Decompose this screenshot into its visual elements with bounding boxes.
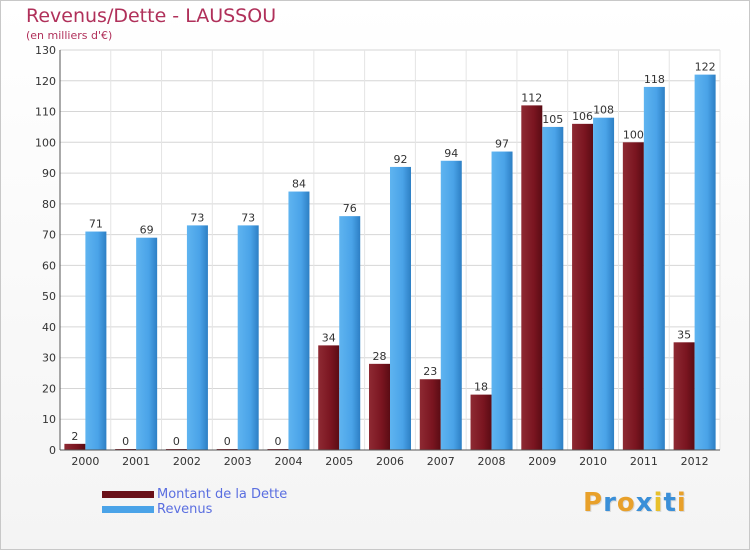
bar-debt-2011 bbox=[622, 142, 644, 451]
data-label-debt-2002: 0 bbox=[173, 435, 180, 448]
bar-revenus-2003 bbox=[237, 225, 259, 450]
x-tick-label: 2004 bbox=[274, 455, 302, 468]
data-label-debt-2010: 106 bbox=[572, 110, 593, 123]
y-tick-label: 20 bbox=[42, 382, 56, 395]
bar-revenus-2002 bbox=[186, 225, 208, 450]
chart-subtitle: (en milliers d'€) bbox=[26, 29, 113, 42]
x-tick-label: 2012 bbox=[681, 455, 709, 468]
legend-swatch-debt bbox=[102, 491, 154, 498]
proxiti-logo: Proxiti bbox=[583, 488, 687, 518]
bar-revenus-2000 bbox=[85, 231, 107, 450]
data-label-revenus-2000: 71 bbox=[89, 218, 103, 231]
bar-revenus-2010 bbox=[593, 117, 615, 450]
data-label-debt-2003: 0 bbox=[224, 435, 231, 448]
legend-label-revenus: Revenus bbox=[157, 502, 213, 517]
logo-letter: P bbox=[583, 488, 604, 518]
bar-revenus-2006 bbox=[390, 166, 411, 450]
data-label-debt-2007: 23 bbox=[423, 365, 437, 378]
legend-label-debt: Montant de la Dette bbox=[157, 487, 288, 502]
y-tick-label: 10 bbox=[42, 413, 56, 426]
legend-item-revenus: Revenus bbox=[102, 502, 287, 517]
data-label-debt-2005: 34 bbox=[322, 331, 336, 344]
data-label-revenus-2001: 69 bbox=[140, 224, 154, 237]
legend-swatch-revenus bbox=[102, 506, 154, 513]
x-tick-label: 2007 bbox=[427, 455, 455, 468]
y-tick-label: 0 bbox=[49, 444, 56, 457]
data-label-revenus-2011: 118 bbox=[644, 73, 665, 86]
data-label-revenus-2006: 92 bbox=[394, 153, 408, 166]
bar-debt-2009 bbox=[521, 105, 543, 450]
logo-letter: r bbox=[603, 488, 617, 518]
y-tick-label: 80 bbox=[42, 198, 56, 211]
bar-debt-2005 bbox=[318, 345, 340, 450]
bar-revenus-2012 bbox=[694, 74, 716, 450]
logo-letter: i bbox=[653, 488, 664, 518]
legend-item-debt: Montant de la Dette bbox=[102, 487, 287, 502]
x-tick-label: 2009 bbox=[528, 455, 556, 468]
x-tick-label: 2011 bbox=[630, 455, 658, 468]
legend: Montant de la Dette Revenus bbox=[102, 487, 287, 517]
x-tick-label: 2003 bbox=[224, 455, 252, 468]
y-tick-label: 50 bbox=[42, 290, 56, 303]
logo-letter: x bbox=[635, 488, 654, 518]
data-label-revenus-2005: 76 bbox=[343, 202, 357, 215]
bar-debt-2006 bbox=[369, 363, 390, 450]
y-tick-label: 100 bbox=[35, 136, 56, 149]
bar-revenus-2009 bbox=[542, 126, 564, 450]
data-label-debt-2001: 0 bbox=[122, 435, 129, 448]
data-label-debt-2012: 35 bbox=[677, 328, 691, 341]
chart-title: Revenus/Dette - LAUSSOU bbox=[26, 5, 277, 27]
x-tick-label: 2010 bbox=[579, 455, 607, 468]
data-label-debt-2006: 28 bbox=[373, 350, 387, 363]
data-label-revenus-2009: 105 bbox=[542, 113, 563, 126]
data-label-debt-2008: 18 bbox=[474, 381, 488, 394]
data-label-revenus-2003: 73 bbox=[241, 211, 255, 224]
bar-revenus-2007 bbox=[440, 160, 462, 450]
y-tick-label: 90 bbox=[42, 167, 56, 180]
data-label-revenus-2008: 97 bbox=[495, 138, 509, 151]
x-tick-label: 2006 bbox=[376, 455, 404, 468]
x-tick-label: 2001 bbox=[122, 455, 150, 468]
x-tick-label: 2002 bbox=[173, 455, 201, 468]
bar-debt-2010 bbox=[572, 123, 594, 450]
bar-revenus-2004 bbox=[288, 191, 310, 451]
y-tick-label: 120 bbox=[35, 75, 56, 88]
y-tick-label: 30 bbox=[42, 352, 56, 365]
x-tick-label: 2008 bbox=[478, 455, 506, 468]
y-tick-label: 130 bbox=[35, 44, 56, 57]
data-label-revenus-2012: 122 bbox=[695, 61, 716, 74]
y-tick-label: 70 bbox=[42, 229, 56, 242]
x-tick-label: 2005 bbox=[325, 455, 353, 468]
y-tick-label: 40 bbox=[42, 321, 56, 334]
data-label-debt-2000: 2 bbox=[71, 430, 78, 443]
bar-debt-2007 bbox=[419, 379, 441, 450]
data-label-debt-2004: 0 bbox=[274, 435, 281, 448]
y-tick-label: 110 bbox=[35, 106, 56, 119]
logo-letter: i bbox=[676, 488, 687, 518]
bar-debt-2012 bbox=[673, 342, 695, 450]
bar-debt-2000 bbox=[64, 443, 86, 450]
data-label-revenus-2002: 73 bbox=[190, 211, 204, 224]
x-tick-label: 2000 bbox=[71, 455, 99, 468]
bar-revenus-2011 bbox=[643, 86, 665, 450]
bar-revenus-2001 bbox=[136, 237, 158, 450]
data-label-revenus-2007: 94 bbox=[444, 147, 458, 160]
y-tick-label: 60 bbox=[42, 259, 56, 272]
bar-revenus-2005 bbox=[339, 216, 361, 450]
data-label-revenus-2010: 108 bbox=[593, 104, 614, 117]
data-label-revenus-2004: 84 bbox=[292, 178, 306, 191]
logo-letter: t bbox=[663, 488, 677, 518]
data-label-debt-2009: 112 bbox=[521, 91, 542, 104]
data-label-debt-2011: 100 bbox=[623, 128, 644, 141]
logo-letter: o bbox=[616, 488, 636, 518]
bar-debt-2008 bbox=[470, 394, 492, 450]
bar-revenus-2008 bbox=[491, 151, 513, 451]
